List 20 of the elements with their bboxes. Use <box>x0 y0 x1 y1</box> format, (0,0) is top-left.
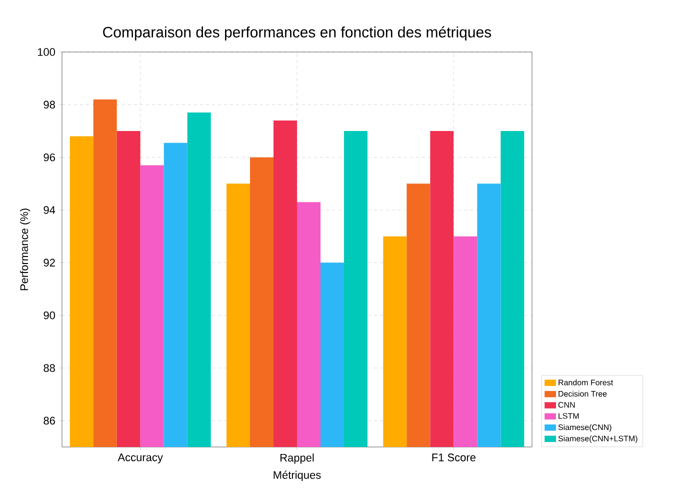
y-tick-label: 88 <box>44 364 55 372</box>
y-tick-label: 96 <box>44 153 55 162</box>
legend-label: LSTM <box>558 413 579 419</box>
y-tick-label: 94 <box>44 206 56 214</box>
legend-label: Siamese(CNN+LSTM) <box>558 435 638 443</box>
chart-title: Comparaison des performances en fonction des métriques <box>103 26 492 40</box>
y-tick-label: 100 <box>38 48 56 56</box>
y-tick-label: 86 <box>44 416 55 425</box>
legend-label: Siamese(CNN) <box>558 424 612 432</box>
legend-label: Decision Tree <box>558 390 607 397</box>
x-tick-label: Accuracy <box>118 454 163 464</box>
legend-label: Random Forest <box>558 379 614 386</box>
legend-label: CNN <box>558 402 575 408</box>
x-axis-title: Métriques <box>274 470 321 482</box>
y-axis-title: Performance (%) <box>20 208 30 290</box>
y-tick-label: 98 <box>44 100 55 109</box>
x-tick-label: F1 Score <box>432 454 476 462</box>
x-tick-label: Rappel <box>280 454 314 464</box>
y-tick-label: 90 <box>44 311 56 320</box>
y-tick-label: 92 <box>44 258 55 267</box>
